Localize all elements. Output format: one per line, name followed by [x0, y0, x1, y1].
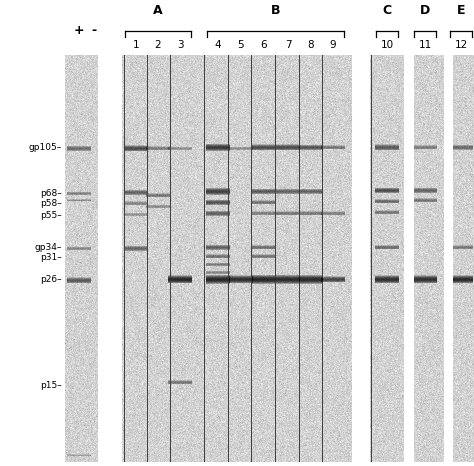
Text: 2: 2 [155, 40, 161, 50]
Text: 4: 4 [215, 40, 221, 50]
Text: gp34–: gp34– [35, 244, 62, 253]
Text: p26–: p26– [40, 275, 62, 285]
Text: A: A [153, 4, 163, 17]
Text: 10: 10 [381, 40, 393, 50]
Text: 6: 6 [261, 40, 267, 50]
Text: C: C [383, 4, 392, 17]
Text: 7: 7 [285, 40, 292, 50]
Text: 12: 12 [455, 40, 468, 50]
Text: -: - [91, 24, 97, 37]
Text: D: D [420, 4, 430, 17]
Text: p58–: p58– [40, 199, 62, 208]
Text: gp105–: gp105– [29, 144, 62, 152]
Text: B: B [271, 4, 280, 17]
Text: p55–: p55– [40, 211, 62, 219]
Text: 5: 5 [237, 40, 244, 50]
Text: 8: 8 [308, 40, 314, 50]
Text: 1: 1 [133, 40, 139, 50]
Text: p15–: p15– [40, 381, 62, 390]
Text: 3: 3 [177, 40, 183, 50]
Text: E: E [457, 4, 465, 17]
Text: p31–: p31– [40, 254, 62, 262]
Text: 9: 9 [330, 40, 337, 50]
Text: p68–: p68– [40, 189, 62, 198]
Text: 11: 11 [419, 40, 432, 50]
Text: +: + [73, 24, 84, 37]
